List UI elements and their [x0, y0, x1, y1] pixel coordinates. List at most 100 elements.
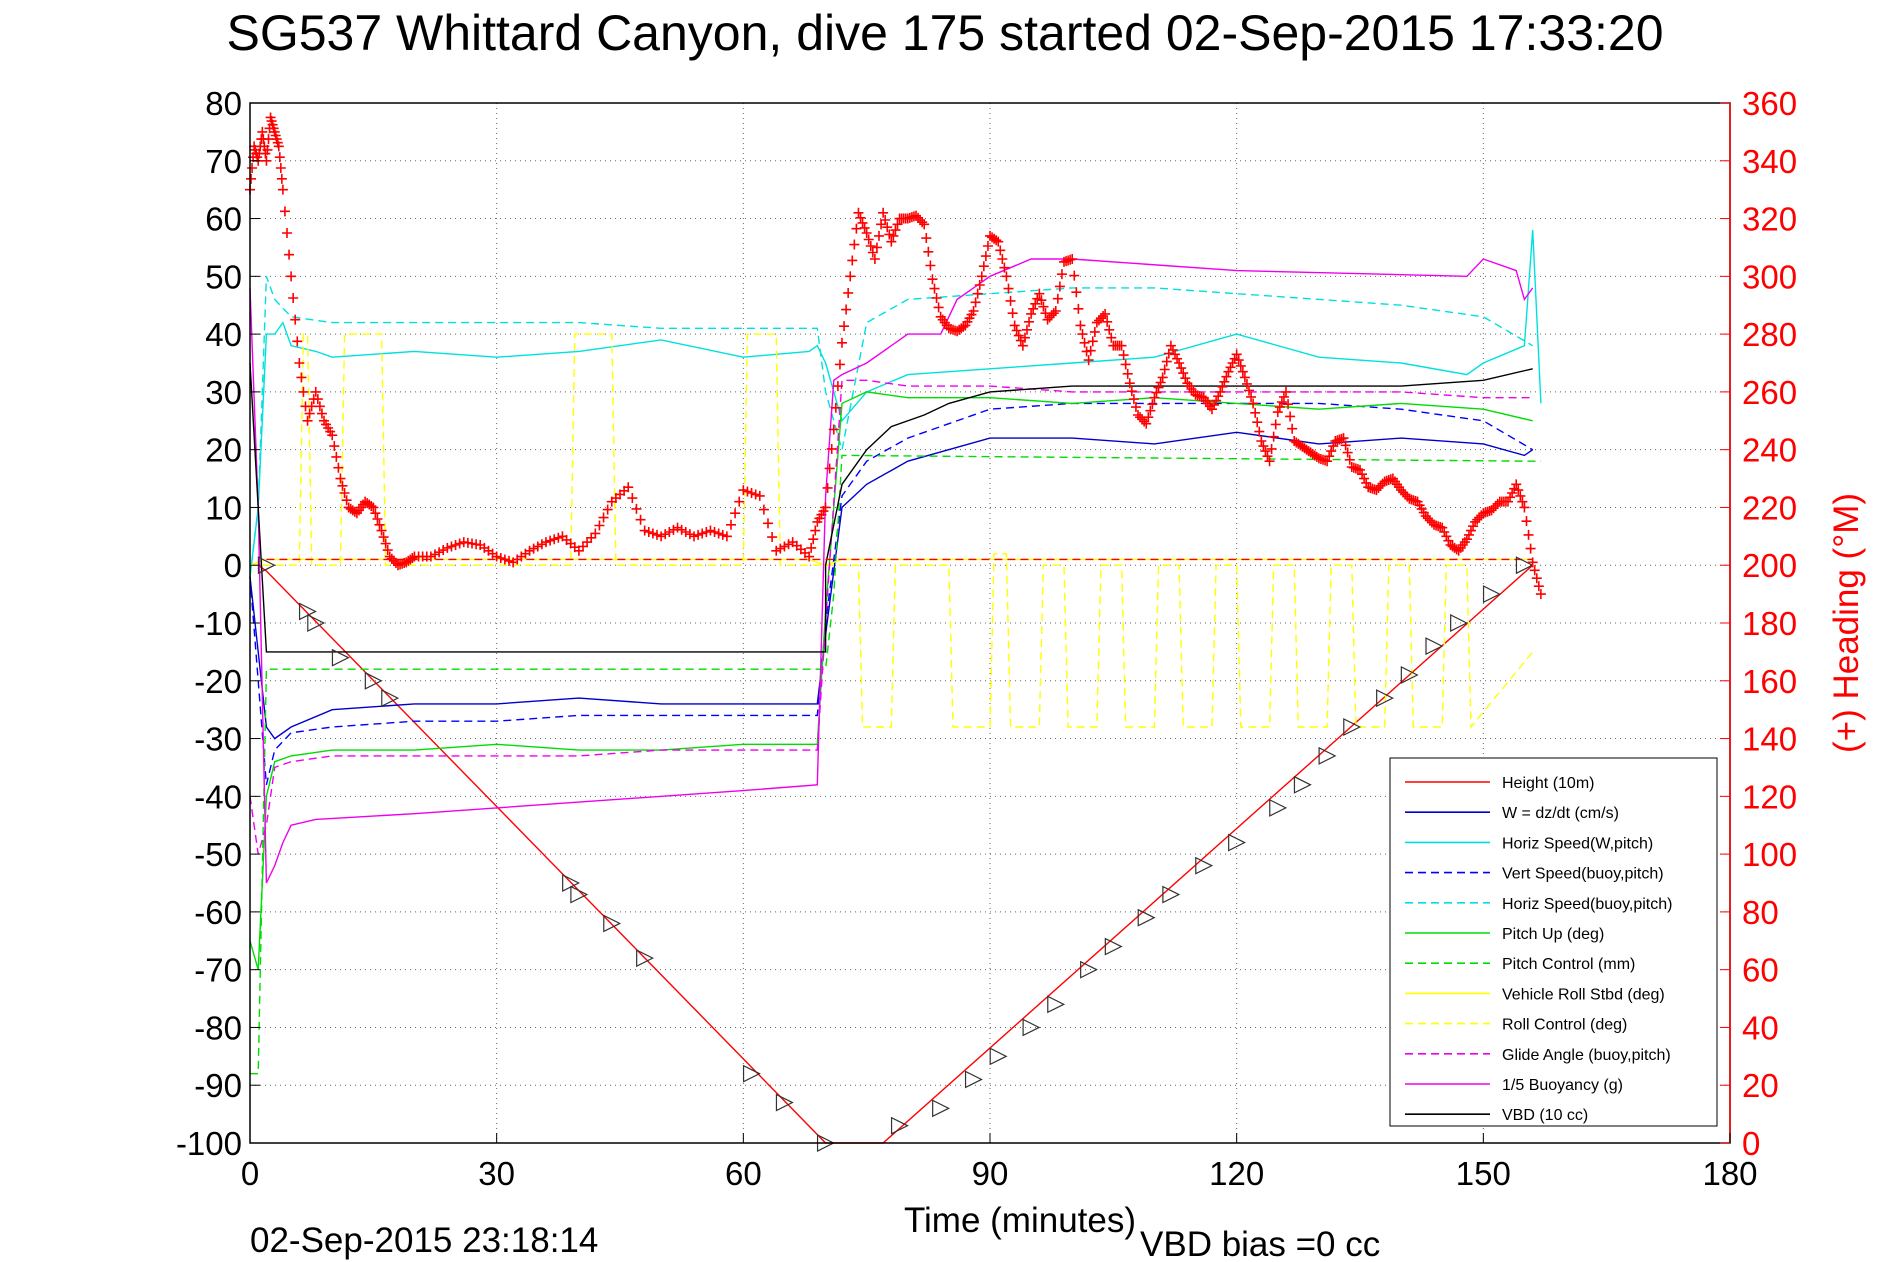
heading-point — [1124, 378, 1135, 389]
heading-point — [623, 482, 634, 493]
heading-point — [1439, 527, 1450, 537]
heading-point — [847, 255, 858, 266]
heading-point — [1519, 502, 1530, 513]
x-tick-label: 180 — [1702, 1155, 1757, 1192]
heading-point — [1223, 366, 1234, 377]
heading-point — [1276, 397, 1287, 407]
heading-point — [1511, 479, 1522, 490]
heading-point — [1531, 573, 1542, 584]
heading-point — [376, 525, 387, 536]
heading-point — [341, 495, 352, 506]
y-tick-label: 10 — [205, 489, 242, 526]
heading-point — [993, 236, 1004, 247]
y-tick-label: 20 — [205, 432, 242, 469]
heading-point — [978, 261, 989, 272]
heading-point — [1258, 441, 1269, 452]
y2-tick-label: 80 — [1742, 894, 1779, 931]
heading-point — [1122, 368, 1133, 379]
heading-point — [282, 228, 292, 238]
heading-point — [1180, 373, 1191, 384]
heading-point — [288, 293, 299, 303]
depth-marker — [1080, 960, 1099, 979]
heading-point — [296, 372, 307, 383]
y-tick-label: 50 — [205, 258, 242, 295]
y-tick-label: -10 — [194, 605, 242, 642]
depth-marker — [636, 949, 655, 968]
heading-point — [828, 424, 839, 435]
heading-point — [1007, 308, 1018, 319]
heading-point — [380, 538, 391, 549]
heading-point — [1437, 522, 1448, 533]
heading-point — [1100, 308, 1111, 319]
series-line-1 — [249, 431, 1534, 740]
heading-point — [590, 528, 601, 539]
heading-point — [1211, 395, 1222, 406]
depth-marker — [1425, 637, 1444, 656]
heading-point — [1513, 485, 1524, 496]
series-group — [249, 230, 1542, 1144]
y-tick-label: -30 — [194, 721, 242, 758]
legend-label: Glide Angle (buoy,pitch) — [1502, 1047, 1671, 1064]
depth-marker — [1293, 775, 1312, 794]
heading-point — [820, 502, 831, 513]
heading-point — [284, 249, 295, 260]
heading-point — [279, 206, 290, 217]
series-line-6 — [250, 454, 1541, 1075]
depth-marker — [890, 1116, 909, 1135]
heading-point — [1104, 324, 1115, 335]
depth-marker — [742, 1064, 761, 1083]
heading-point — [933, 302, 944, 313]
heading-point — [1264, 456, 1275, 467]
heading-point — [1213, 391, 1224, 402]
depth-marker — [1137, 908, 1156, 927]
heading-point — [970, 297, 981, 308]
heading-point — [602, 504, 613, 515]
heading-point — [1266, 443, 1277, 454]
y-tick-label: 30 — [205, 374, 242, 411]
heading-point — [1048, 308, 1059, 319]
heading-point — [1237, 366, 1248, 377]
heading-point — [826, 443, 837, 454]
heading-point — [976, 271, 987, 282]
heading-point — [1227, 358, 1238, 368]
x-tick-label: 120 — [1209, 1155, 1264, 1192]
heading-point — [370, 508, 381, 519]
y-tick-label: -20 — [194, 663, 242, 700]
heading-point — [1141, 418, 1152, 429]
heading-point — [1116, 340, 1127, 351]
heading-point — [1338, 433, 1349, 444]
heading-point — [874, 230, 884, 241]
heading-point — [1523, 529, 1534, 540]
legend-label: 1/5 Buoyancy (g) — [1502, 1077, 1623, 1094]
y-tick-label: -40 — [194, 778, 242, 815]
series-line-7 — [249, 558, 1533, 566]
heading-point — [1028, 303, 1039, 314]
heading-point — [1102, 316, 1113, 327]
heading-point — [1359, 473, 1370, 484]
heading-point — [257, 126, 268, 137]
heading-point — [1054, 281, 1065, 292]
heading-point — [974, 280, 985, 290]
series-line-10 — [249, 258, 1534, 884]
heading-point — [1525, 543, 1536, 554]
depth-marker — [364, 671, 383, 690]
heading-point — [631, 503, 642, 514]
heading-point — [1217, 381, 1228, 392]
heading-point — [1443, 535, 1454, 546]
heading-point — [837, 337, 847, 348]
heading-point — [1246, 391, 1257, 402]
heading-point — [808, 534, 819, 545]
heading-point — [1009, 320, 1020, 331]
heading-point — [1013, 330, 1024, 341]
heading-point — [1159, 364, 1170, 375]
heading-point — [857, 217, 868, 228]
heading-point — [882, 222, 893, 233]
heading-point — [1503, 496, 1513, 507]
depth-marker — [1047, 995, 1066, 1014]
heading-point — [1022, 324, 1032, 335]
heading-point — [830, 402, 841, 413]
footer-vbd-bias: VBD bias =0 cc — [1140, 1225, 1380, 1262]
heading-point — [374, 519, 385, 530]
heading-point — [594, 520, 605, 531]
